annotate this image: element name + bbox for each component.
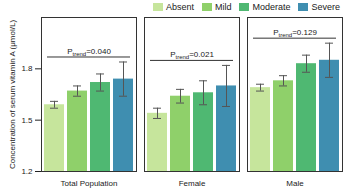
html-text:Moderate: Moderate [252, 1, 291, 12]
svg-text:Ptrend=0.040: Ptrend=0.040 [67, 47, 111, 57]
svg-text:1.8: 1.8 [21, 64, 33, 73]
html-text:Mild: Mild [214, 1, 232, 12]
svg-text:Female: Female [179, 179, 206, 188]
svg-text:Concentration of serum vitamin: Concentration of serum vitamin A (μmol/L… [8, 20, 17, 169]
svg-text:Ptrend=0.129: Ptrend=0.129 [273, 28, 317, 38]
svg-text:Male: Male [286, 179, 304, 188]
svg-text:Total Population: Total Population [61, 179, 118, 188]
svg-text:1.5: 1.5 [21, 116, 33, 125]
svg-text:Ptrend=0.021: Ptrend=0.021 [170, 50, 214, 60]
html-text:Absent: Absent [165, 1, 194, 12]
svg-text:1.2: 1.2 [21, 167, 33, 176]
html-text:Severe: Severe [311, 1, 340, 12]
